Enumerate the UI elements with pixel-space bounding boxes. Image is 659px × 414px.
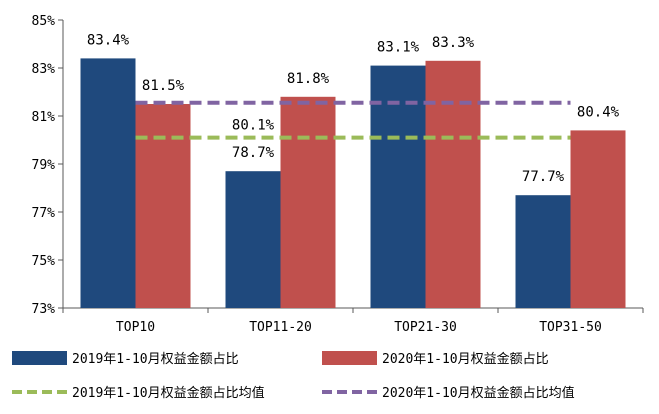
y-tick-label: 73% — [32, 302, 56, 317]
legend-item-2019: 2019年1-10月权益金额占比 — [12, 351, 239, 367]
x-tick-label: TOP31-50 — [539, 320, 602, 335]
y-tick-label: 83% — [32, 62, 56, 77]
data-label: 83.3% — [432, 35, 475, 51]
bar-2019 — [80, 58, 136, 309]
legend-label: 2019年1-10月权益金额占比 — [72, 351, 239, 367]
reference-lines — [135, 100, 571, 140]
bar-2019 — [515, 195, 571, 308]
bar-2019 — [225, 171, 281, 308]
y-tick-label: 77% — [32, 206, 56, 221]
legend-item-avg-2020: 2020年1-10月权益金额占比均值 — [322, 385, 575, 401]
legend-swatch — [322, 351, 377, 365]
data-label: 78.7% — [232, 145, 275, 161]
y-tick-label: 81% — [32, 110, 56, 125]
y-tick-label: 75% — [32, 254, 56, 269]
data-label: 81.8% — [287, 71, 330, 87]
legend-label: 2019年1-10月权益金额占比均值 — [72, 385, 265, 401]
bar-2019 — [370, 65, 426, 308]
data-label: 83.4% — [87, 32, 130, 48]
legend-swatch — [12, 351, 67, 365]
bar-2020 — [135, 104, 191, 308]
data-label: 81.5% — [142, 78, 185, 94]
legend-label: 2020年1-10月权益金额占比均值 — [382, 385, 575, 401]
y-tick-label: 85% — [32, 14, 56, 29]
data-label: 83.1% — [377, 40, 420, 56]
legend-item-avg-2019: 2019年1-10月权益金额占比均值 — [12, 385, 265, 401]
axes: 73% 75% 77% 79% 81% 83% 85% TOP10 TOP11-20 TOP21-… — [32, 14, 644, 335]
bar-2020 — [280, 96, 336, 308]
legend-item-2020: 2020年1-10月权益金额占比 — [322, 351, 549, 367]
x-tick-label: TOP21-30 — [394, 320, 457, 335]
y-tick-label: 79% — [32, 158, 56, 173]
legend-label: 2020年1-10月权益金额占比 — [382, 351, 549, 367]
data-label: 77.7% — [522, 169, 565, 185]
legend: 2019年1-10月权益金额占比 2020年1-10月权益金额占比 2019年1-1… — [12, 351, 575, 401]
x-tick-label: TOP11-20 — [249, 320, 312, 335]
bar-2020 — [570, 130, 626, 308]
x-tick-label: TOP10 — [116, 320, 155, 335]
reference-line-label: 80.1% — [232, 118, 275, 134]
bar-2020 — [425, 60, 481, 308]
data-label: 80.4% — [577, 104, 620, 120]
data-labels: 83.4% 81.5% 78.7% 81.8% 83.1% 83.3% 77.7% 80.4%… — [87, 32, 620, 185]
